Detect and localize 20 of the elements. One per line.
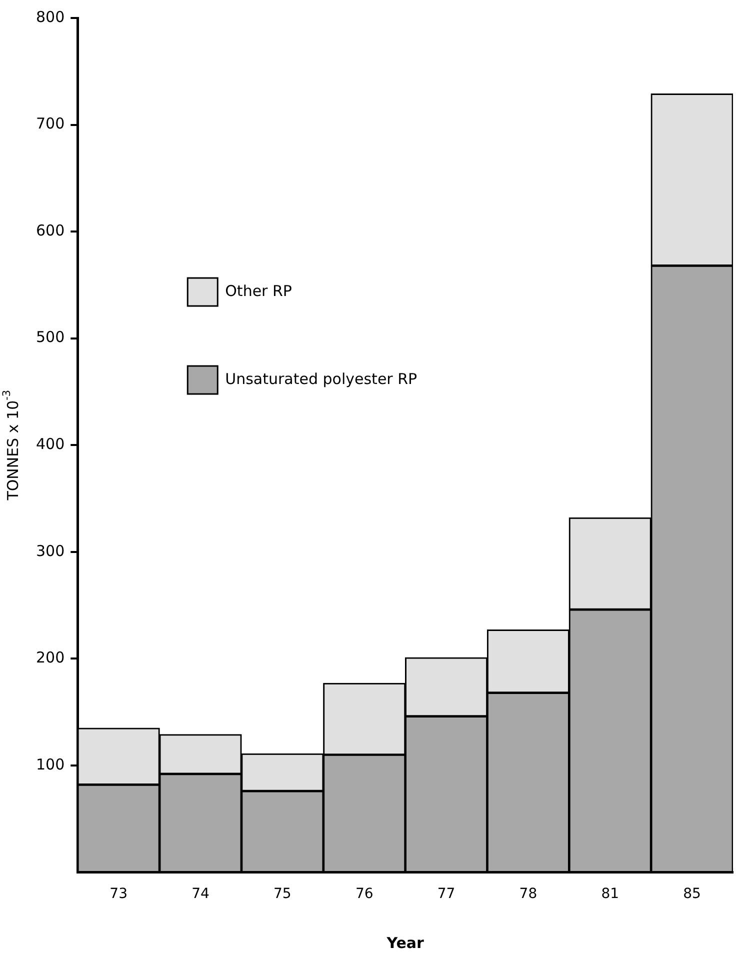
legend-label: Other RP bbox=[225, 282, 292, 300]
x-axis-title: Year bbox=[386, 934, 424, 952]
y-tick-label: 500 bbox=[36, 328, 65, 346]
y-tick-label: 300 bbox=[36, 542, 65, 560]
x-tick-label: 73 bbox=[110, 886, 128, 902]
x-tick-label: 76 bbox=[355, 886, 374, 902]
x-tick-label: 85 bbox=[683, 886, 701, 902]
y-tick-label: 400 bbox=[36, 434, 65, 453]
legend-label: Unsaturated polyester RP bbox=[225, 370, 418, 388]
x-tick-label: 74 bbox=[192, 886, 210, 902]
y-tick-label: 600 bbox=[36, 221, 65, 240]
x-tick-label: 81 bbox=[601, 886, 620, 902]
x-tick-label: 78 bbox=[519, 886, 538, 902]
y-tick-label: 100 bbox=[36, 755, 65, 774]
y-tick-label: 700 bbox=[36, 114, 65, 133]
x-tick-label: 77 bbox=[437, 886, 456, 902]
y-tick-label: 800 bbox=[36, 8, 65, 26]
y-axis-title: TONNES x 10-3 bbox=[0, 390, 22, 502]
y-tick-label: 200 bbox=[36, 648, 65, 667]
x-tick-label: 75 bbox=[274, 886, 292, 902]
